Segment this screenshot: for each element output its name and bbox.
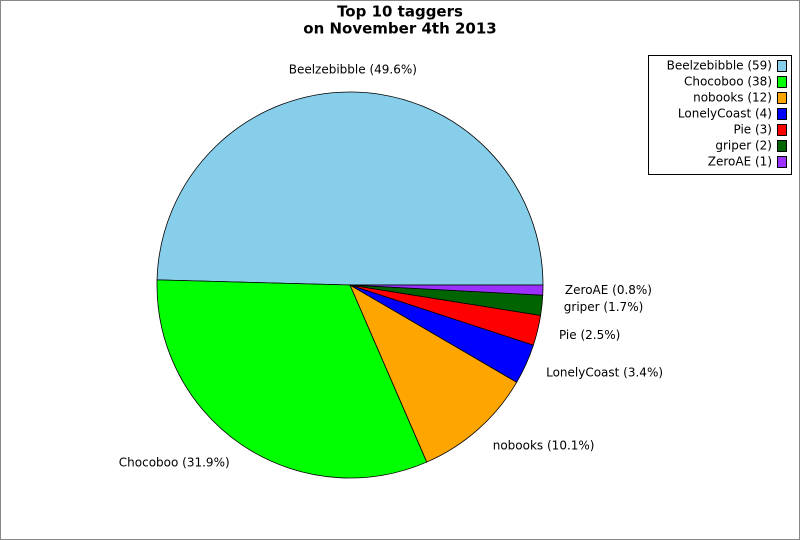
pie-slice bbox=[349, 284, 518, 463]
chart-title: Top 10 taggers bbox=[337, 3, 463, 21]
legend-label: ZeroAE (1) bbox=[708, 155, 772, 169]
slice-label: Chocoboo (31.9%) bbox=[119, 456, 230, 470]
pie-slice bbox=[156, 279, 428, 479]
legend-swatch bbox=[777, 76, 787, 88]
slice-label: nobooks (10.1%) bbox=[493, 438, 595, 452]
legend-swatch bbox=[777, 108, 787, 120]
legend-label: griper (2) bbox=[715, 139, 772, 153]
legend-swatch bbox=[777, 140, 787, 152]
legend-swatch bbox=[777, 92, 787, 104]
legend-box bbox=[648, 55, 792, 175]
slice-label: LonelyCoast (3.4%) bbox=[546, 366, 663, 380]
legend-label: Pie (3) bbox=[733, 123, 772, 137]
legend-swatch bbox=[777, 60, 787, 72]
slice-label: Pie (2.5%) bbox=[559, 328, 620, 342]
legend-label: nobooks (12) bbox=[693, 91, 772, 105]
legend-swatch bbox=[777, 156, 787, 168]
legend-label: Chocoboo (38) bbox=[684, 75, 772, 89]
slice-label: griper (1.7%) bbox=[564, 300, 643, 314]
legend-swatch bbox=[777, 124, 787, 136]
legend-label: Beelzebibble (59) bbox=[667, 59, 772, 73]
chart-subtitle: on November 4th 2013 bbox=[303, 20, 496, 38]
legend-label: LonelyCoast (4) bbox=[678, 107, 772, 121]
slice-label: Beelzebibble (49.6%) bbox=[289, 63, 417, 77]
slice-label: ZeroAE (0.8%) bbox=[565, 283, 652, 297]
pie-slice bbox=[156, 91, 544, 286]
pie-slice bbox=[349, 284, 544, 296]
